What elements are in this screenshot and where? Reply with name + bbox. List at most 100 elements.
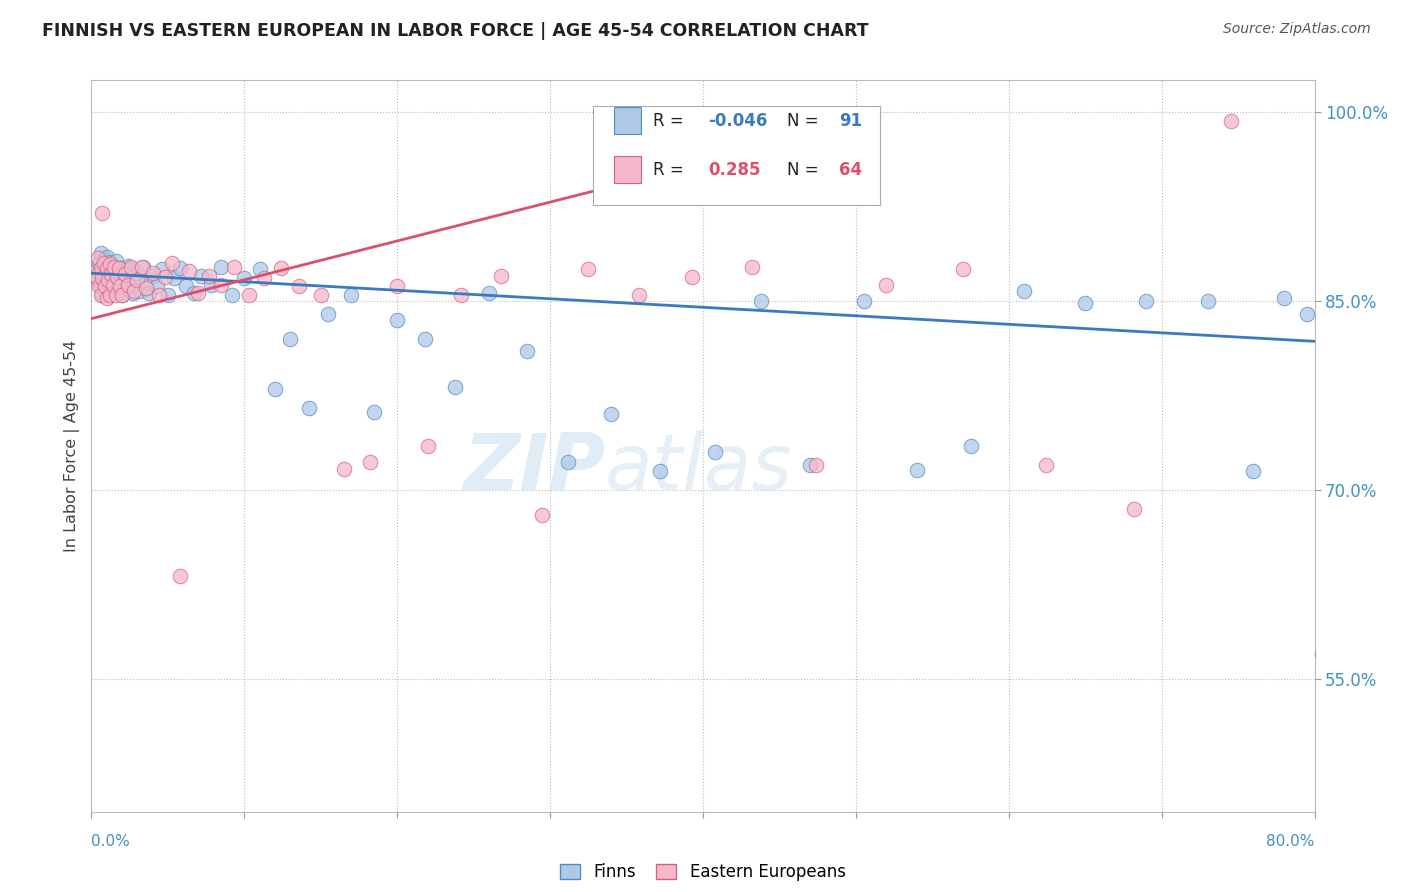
Point — [264, 382, 287, 396]
Point — [118, 278, 141, 293]
Point — [97, 259, 120, 273]
Point — [122, 271, 145, 285]
Point — [332, 461, 354, 475]
Point — [101, 260, 124, 274]
Point — [90, 287, 112, 301]
Point — [681, 270, 703, 285]
Point — [318, 307, 340, 321]
Point — [135, 281, 157, 295]
Point — [93, 266, 115, 280]
Point — [222, 260, 245, 274]
Point — [129, 284, 152, 298]
Text: N =: N = — [787, 161, 820, 178]
Point — [478, 286, 501, 301]
Point — [91, 287, 114, 301]
Point — [1219, 113, 1241, 128]
Point — [93, 252, 115, 267]
Point — [1310, 647, 1333, 661]
Point — [489, 268, 512, 283]
Point — [114, 268, 136, 282]
Point — [209, 277, 232, 292]
Point — [98, 270, 121, 285]
Point — [91, 262, 114, 277]
Point — [105, 268, 128, 283]
Point — [110, 261, 132, 276]
Point — [110, 278, 132, 293]
Point — [91, 271, 114, 285]
Point — [741, 260, 763, 274]
Point — [94, 261, 117, 276]
Point — [297, 401, 319, 416]
Point — [93, 277, 115, 291]
Point — [146, 278, 169, 293]
Point — [221, 287, 243, 301]
Point — [96, 261, 118, 276]
Point — [209, 260, 232, 274]
Point — [120, 260, 142, 274]
Text: 64: 64 — [839, 161, 862, 178]
Point — [100, 286, 122, 301]
Point — [650, 464, 672, 478]
Point — [91, 205, 114, 219]
Point — [87, 256, 110, 270]
Point — [359, 455, 381, 469]
Point — [156, 287, 179, 301]
Point — [163, 271, 186, 285]
Point — [799, 458, 821, 472]
Point — [94, 278, 117, 293]
Point — [952, 262, 974, 277]
Point — [200, 277, 222, 292]
Point — [111, 287, 134, 301]
Point — [516, 344, 538, 359]
Point — [150, 262, 173, 277]
FancyBboxPatch shape — [613, 155, 641, 184]
Point — [97, 281, 120, 295]
Point — [416, 439, 439, 453]
Point — [90, 278, 112, 293]
Point — [385, 278, 409, 293]
Point — [84, 263, 107, 277]
Text: ZIP: ZIP — [463, 430, 605, 506]
Point — [141, 266, 163, 280]
Text: 0.0%: 0.0% — [91, 834, 131, 849]
Legend: Finns, Eastern Europeans: Finns, Eastern Europeans — [554, 856, 852, 888]
Point — [1296, 307, 1319, 321]
Point — [94, 284, 117, 298]
Point — [576, 262, 599, 277]
Point — [278, 332, 301, 346]
Point — [249, 262, 271, 277]
Point — [1341, 292, 1364, 306]
Point — [121, 286, 143, 301]
Point — [127, 272, 149, 286]
Point — [1074, 296, 1097, 310]
Point — [101, 277, 124, 292]
Point — [309, 287, 332, 301]
Point — [704, 445, 727, 459]
Point — [385, 313, 409, 327]
Point — [131, 260, 153, 274]
Point — [127, 266, 149, 280]
Point — [557, 455, 579, 469]
Point — [98, 257, 121, 271]
Point — [138, 286, 160, 301]
Point — [98, 287, 121, 301]
Point — [179, 263, 201, 277]
Text: 0.285: 0.285 — [707, 161, 761, 178]
Y-axis label: In Labor Force | Age 45-54: In Labor Force | Age 45-54 — [65, 340, 80, 552]
Point — [198, 268, 221, 283]
Point — [86, 272, 108, 286]
Point — [1243, 464, 1265, 478]
Point — [141, 268, 163, 283]
Text: atlas: atlas — [605, 430, 793, 506]
Text: FINNISH VS EASTERN EUROPEAN IN LABOR FORCE | AGE 45-54 CORRELATION CHART: FINNISH VS EASTERN EUROPEAN IN LABOR FOR… — [42, 22, 869, 40]
Point — [1123, 502, 1146, 516]
Point — [1012, 284, 1035, 298]
Point — [105, 270, 128, 285]
Text: -0.046: -0.046 — [707, 112, 768, 129]
Point — [90, 261, 112, 276]
Point — [531, 508, 554, 523]
Point — [117, 277, 139, 292]
Point — [87, 278, 110, 293]
Point — [852, 293, 875, 308]
Point — [96, 250, 118, 264]
